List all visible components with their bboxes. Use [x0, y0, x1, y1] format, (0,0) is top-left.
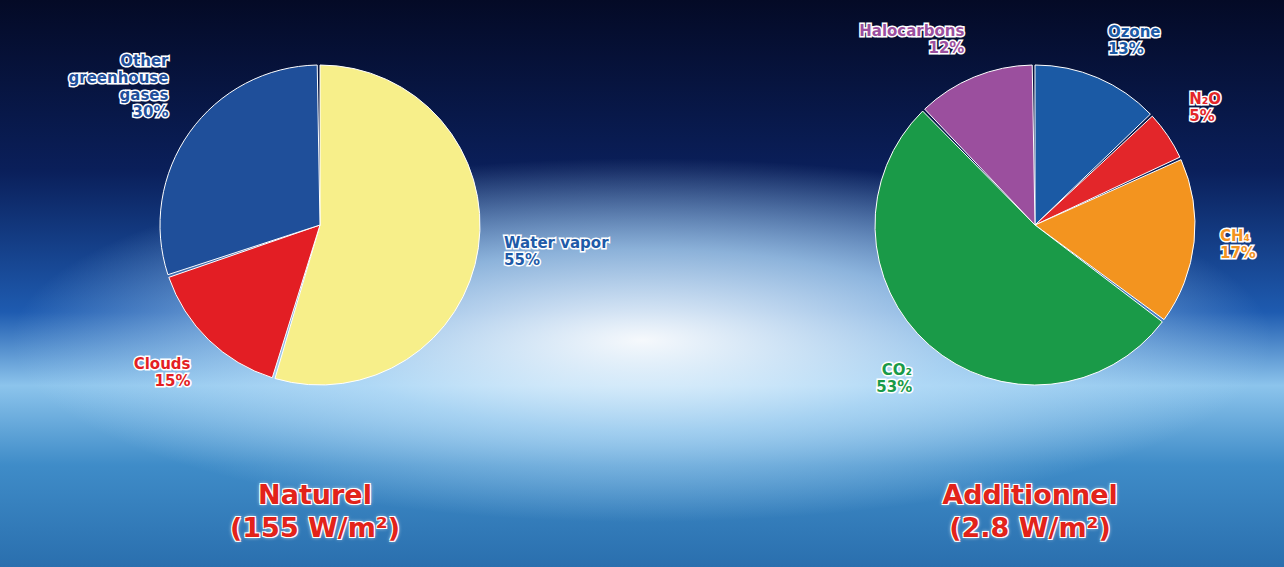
svg-text:CO₂53%: CO₂53% — [876, 361, 912, 396]
svg-text:CH₄17%: CH₄17% — [1220, 227, 1256, 262]
svg-text:Othergreenhousegases30%: Othergreenhousegases30% — [69, 52, 170, 121]
svg-text:Ozone13%: Ozone13% — [1108, 23, 1161, 58]
svg-text:Water vapor55%: Water vapor55% — [504, 234, 609, 269]
html-text:Additionnel: Additionnel — [942, 479, 1118, 510]
html-text:Naturel: Naturel — [258, 479, 372, 510]
html-text:(155 W/m²): (155 W/m²) — [230, 512, 400, 543]
svg-text:Halocarbons12%: Halocarbons12% — [859, 22, 964, 57]
html-text:(2.8 W/m²): (2.8 W/m²) — [949, 512, 1111, 543]
svg-text:N₂O5%: N₂O5% — [1189, 90, 1221, 125]
svg-text:Clouds15%: Clouds15% — [134, 355, 191, 390]
